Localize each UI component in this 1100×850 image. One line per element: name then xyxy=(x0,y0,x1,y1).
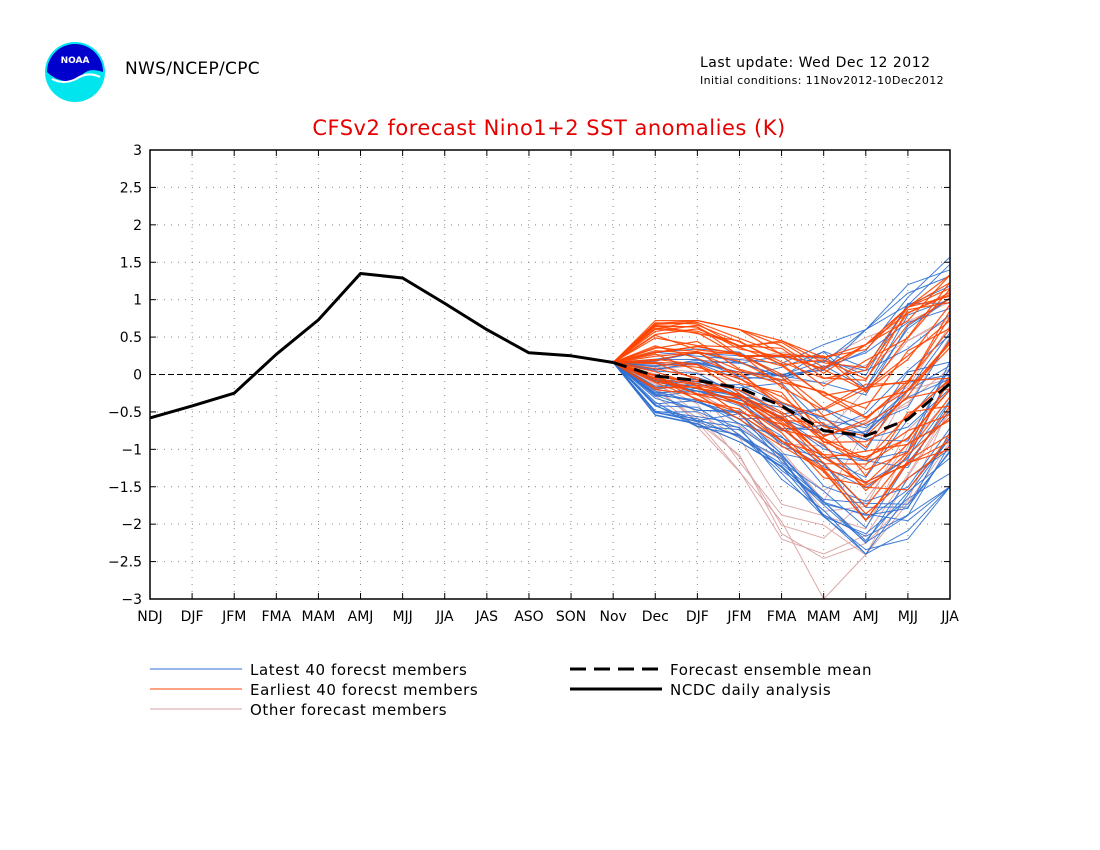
earliest-member-line xyxy=(613,352,951,438)
x-tick-label: JJA xyxy=(435,609,454,625)
earliest-member-line xyxy=(613,361,951,458)
latest-member-line xyxy=(612,362,951,555)
earliest-member-line xyxy=(612,304,951,392)
y-tick-label: −1.5 xyxy=(108,480,142,496)
y-tick-label: −1 xyxy=(121,442,142,458)
legend-label-earliest: Earliest 40 forecst members xyxy=(250,681,478,699)
earliest-member-line xyxy=(613,361,951,459)
chart-title: CFSv2 forecast Nino1+2 SST anomalies (K) xyxy=(312,116,785,140)
earliest-member-line xyxy=(613,353,951,437)
latest-member-line xyxy=(612,362,951,544)
legend-label-latest: Latest 40 forecst members xyxy=(250,661,467,679)
x-tick-label: JFM xyxy=(221,609,246,625)
earliest-member-line xyxy=(612,361,951,508)
x-tick-label: FMA xyxy=(767,609,797,625)
ensemble-mean-line xyxy=(612,361,951,438)
latest-member-line xyxy=(612,362,951,551)
x-tick-label: Dec xyxy=(642,609,669,625)
latest-member-line xyxy=(612,362,951,479)
y-tick-label: 0 xyxy=(133,368,142,384)
initial-conditions-text: Initial conditions: 11Nov2012-10Dec2012 xyxy=(700,74,945,87)
series-layer xyxy=(149,272,951,438)
y-tick-label: −0.5 xyxy=(108,405,142,421)
x-tick-label: MAM xyxy=(807,609,841,625)
other-member-line xyxy=(612,362,951,555)
x-tick-label: JAS xyxy=(475,609,498,625)
latest-member-line xyxy=(612,362,951,537)
earliest-member-line xyxy=(612,297,951,380)
y-tick-label: 0.5 xyxy=(120,330,142,346)
latest-member-line xyxy=(612,362,951,489)
ncdc-analysis-line xyxy=(149,272,614,420)
y-tick-label: 1 xyxy=(133,293,142,309)
x-tick-label: FMA xyxy=(261,609,291,625)
earliest-member-line xyxy=(612,343,951,418)
x-tick-label: Nov xyxy=(599,609,626,625)
earliest-member-line xyxy=(612,361,951,522)
legend-label-other: Other forecast members xyxy=(250,701,447,719)
x-tick-label: JJA xyxy=(940,609,959,625)
x-tick-label: DJF xyxy=(686,609,709,625)
legend-label-mean: Forecast ensemble mean xyxy=(670,661,872,679)
earliest-member-line xyxy=(612,274,951,375)
latest-member-line xyxy=(612,362,951,529)
latest-member-line xyxy=(612,362,951,429)
x-tick-label: AMJ xyxy=(853,609,879,625)
y-tick-label: 3 xyxy=(133,143,142,159)
earliest-member-line xyxy=(612,288,951,388)
earliest-member-line xyxy=(613,361,951,471)
legend: Latest 40 forecst members Earliest 40 for… xyxy=(150,661,872,719)
legend-label-analysis: NCDC daily analysis xyxy=(670,681,831,699)
earliest-member-line xyxy=(613,361,951,515)
x-tick-label: MAM xyxy=(302,609,336,625)
latest-member-line xyxy=(612,362,951,535)
y-tick-label: 1.5 xyxy=(120,255,142,271)
last-update-text: Last update: Wed Dec 12 2012 xyxy=(700,55,931,71)
earliest-member-line xyxy=(612,301,951,381)
noaa-logo: NOAA xyxy=(45,42,105,102)
x-tick-label: ASO xyxy=(514,609,543,625)
x-tick-label: DJF xyxy=(181,609,204,625)
earliest-member-line xyxy=(612,328,951,397)
earliest-member-line xyxy=(612,341,951,449)
svg-text:NOAA: NOAA xyxy=(61,56,90,66)
x-tick-label: MJJ xyxy=(898,609,918,625)
forecast-members xyxy=(612,256,951,600)
x-tick-label: JFM xyxy=(726,609,751,625)
x-tick-label: SON xyxy=(556,609,586,625)
latest-member-line xyxy=(612,362,951,502)
y-tick-label: −3 xyxy=(121,592,142,608)
earliest-member-line xyxy=(613,358,951,462)
latest-member-line xyxy=(612,362,951,505)
x-tick-label: NDJ xyxy=(137,609,162,625)
earliest-member-line xyxy=(613,319,951,411)
y-tick-label: −2.5 xyxy=(108,555,142,571)
earliest-member-line xyxy=(612,361,951,486)
y-tick-label: 2.5 xyxy=(120,180,142,196)
y-tick-label: 2 xyxy=(133,218,142,234)
earliest-member-line xyxy=(613,361,951,460)
other-member-line xyxy=(612,362,951,530)
x-tick-label: MJJ xyxy=(392,609,412,625)
agency-label: NWS/NCEP/CPC xyxy=(125,59,260,79)
x-tick-label: AMJ xyxy=(348,609,374,625)
y-tick-label: −2 xyxy=(121,517,142,533)
latest-member-line xyxy=(612,362,951,542)
earliest-member-line xyxy=(613,361,951,478)
